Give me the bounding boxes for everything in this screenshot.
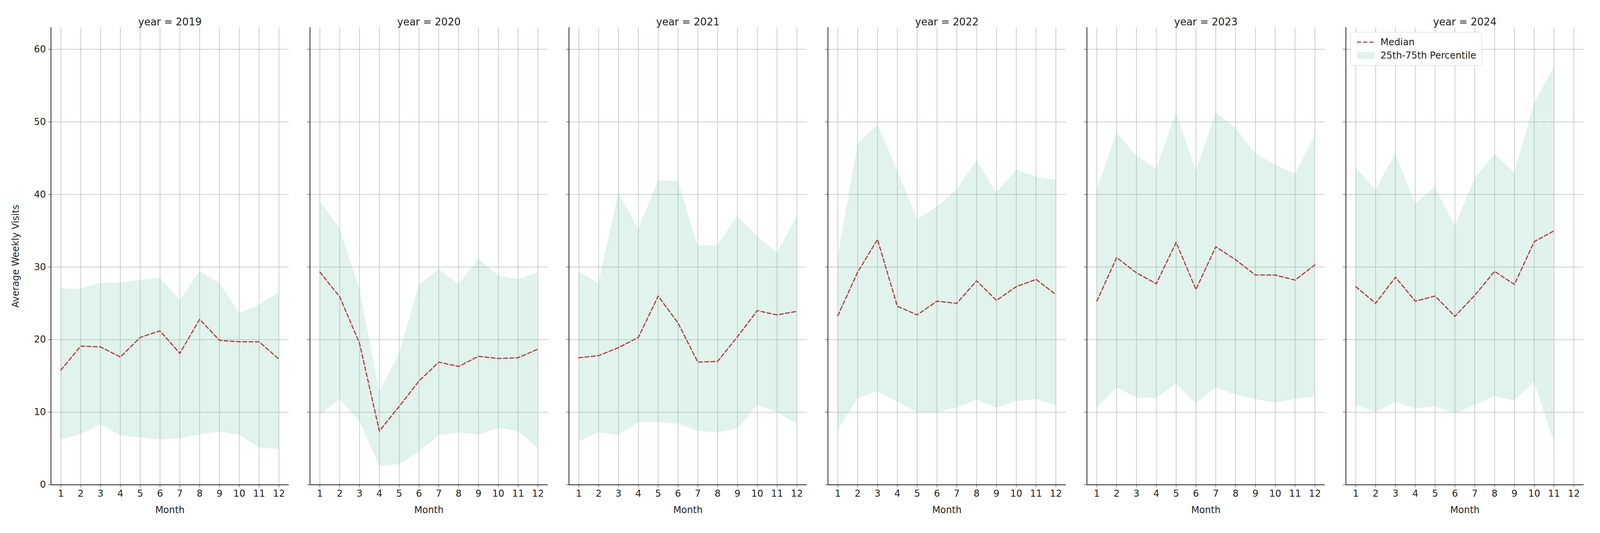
svg-text:1: 1: [57, 488, 64, 500]
svg-text:5: 5: [655, 488, 661, 500]
svg-text:6: 6: [675, 488, 681, 500]
svg-text:1: 1: [834, 488, 841, 500]
svg-text:1: 1: [575, 488, 582, 500]
svg-text:2: 2: [595, 488, 602, 500]
html-text:25th-75th Percentile: 25th-75th Percentile: [1380, 50, 1477, 61]
svg-text:Month: Month: [155, 504, 185, 516]
svg-text:11: 11: [1030, 488, 1043, 500]
svg-text:50: 50: [33, 116, 47, 128]
svg-text:6: 6: [157, 488, 163, 500]
svg-text:11: 11: [1289, 488, 1302, 500]
svg-text:year = 2021: year = 2021: [656, 16, 720, 28]
svg-text:5: 5: [137, 488, 143, 500]
svg-text:2: 2: [854, 488, 861, 500]
svg-text:5: 5: [1432, 488, 1438, 500]
svg-text:1: 1: [1352, 488, 1359, 500]
svg-text:12: 12: [791, 488, 804, 500]
svg-text:11: 11: [771, 488, 784, 500]
svg-text:4: 4: [894, 488, 900, 500]
svg-text:Month: Month: [932, 504, 962, 516]
html-text:Median: Median: [1380, 36, 1415, 48]
svg-text:10: 10: [233, 488, 246, 500]
svg-text:2: 2: [77, 488, 84, 500]
svg-text:6: 6: [1451, 488, 1458, 500]
svg-text:3: 3: [1392, 488, 1399, 500]
svg-text:2: 2: [1372, 488, 1379, 500]
svg-text:5: 5: [396, 488, 402, 500]
svg-text:9: 9: [216, 488, 223, 500]
svg-text:8: 8: [1232, 488, 1239, 500]
svg-text:7: 7: [953, 488, 960, 500]
svg-text:Month: Month: [673, 504, 703, 516]
svg-text:60: 60: [33, 43, 47, 55]
svg-text:3: 3: [1133, 488, 1140, 500]
svg-text:4: 4: [635, 488, 642, 500]
svg-text:7: 7: [694, 488, 701, 500]
svg-text:40: 40: [33, 189, 47, 200]
svg-text:30: 30: [33, 261, 47, 273]
svg-text:year = 2023: year = 2023: [1174, 16, 1238, 28]
svg-text:20: 20: [33, 333, 47, 345]
svg-text:10: 10: [1010, 488, 1023, 500]
svg-text:year = 2019: year = 2019: [138, 16, 202, 28]
svg-text:12: 12: [1050, 488, 1063, 500]
svg-text:10: 10: [492, 488, 505, 500]
svg-text:12: 12: [1308, 488, 1322, 500]
svg-text:year = 2022: year = 2022: [915, 16, 979, 28]
svg-text:year = 2024: year = 2024: [1433, 16, 1497, 28]
svg-text:7: 7: [176, 488, 183, 500]
svg-text:2: 2: [336, 488, 343, 500]
svg-text:Month: Month: [1191, 504, 1221, 516]
svg-text:9: 9: [1511, 488, 1518, 500]
svg-text:3: 3: [97, 488, 104, 500]
svg-text:8: 8: [1491, 488, 1498, 500]
svg-text:1: 1: [316, 488, 323, 500]
svg-text:4: 4: [117, 488, 124, 500]
svg-text:Month: Month: [1450, 504, 1480, 516]
svg-text:9: 9: [1252, 488, 1259, 500]
svg-text:10: 10: [33, 406, 47, 418]
svg-text:9: 9: [993, 488, 1000, 500]
svg-text:6: 6: [933, 488, 940, 500]
svg-text:2: 2: [1113, 488, 1120, 500]
svg-text:7: 7: [1471, 488, 1478, 500]
svg-text:7: 7: [1212, 488, 1219, 500]
svg-text:12: 12: [273, 488, 286, 500]
svg-text:4: 4: [1153, 488, 1159, 500]
svg-text:Average Weekly Visits: Average Weekly Visits: [10, 204, 22, 308]
svg-text:0: 0: [39, 479, 46, 491]
svg-text:Month: Month: [414, 504, 444, 516]
svg-text:3: 3: [356, 488, 363, 500]
svg-text:4: 4: [1412, 488, 1418, 500]
svg-text:5: 5: [914, 488, 920, 500]
svg-text:9: 9: [475, 488, 482, 500]
svg-text:8: 8: [196, 488, 203, 500]
svg-text:12: 12: [532, 488, 545, 500]
svg-text:6: 6: [1192, 488, 1199, 500]
svg-text:8: 8: [714, 488, 721, 500]
svg-text:8: 8: [973, 488, 980, 500]
svg-text:10: 10: [1269, 488, 1282, 500]
svg-text:10: 10: [751, 488, 764, 500]
svg-text:5: 5: [1173, 488, 1179, 500]
svg-text:11: 11: [1548, 488, 1561, 500]
svg-text:9: 9: [734, 488, 741, 500]
svg-text:7: 7: [435, 488, 442, 500]
svg-text:year = 2020: year = 2020: [397, 16, 461, 28]
svg-text:3: 3: [874, 488, 881, 500]
svg-text:3: 3: [615, 488, 622, 500]
svg-text:10: 10: [1528, 488, 1541, 500]
svg-text:11: 11: [512, 488, 525, 500]
svg-text:6: 6: [416, 488, 422, 500]
svg-text:1: 1: [1093, 488, 1100, 500]
svg-text:8: 8: [455, 488, 462, 500]
svg-text:12: 12: [1567, 488, 1581, 500]
svg-text:11: 11: [253, 488, 266, 500]
svg-text:4: 4: [376, 488, 383, 500]
